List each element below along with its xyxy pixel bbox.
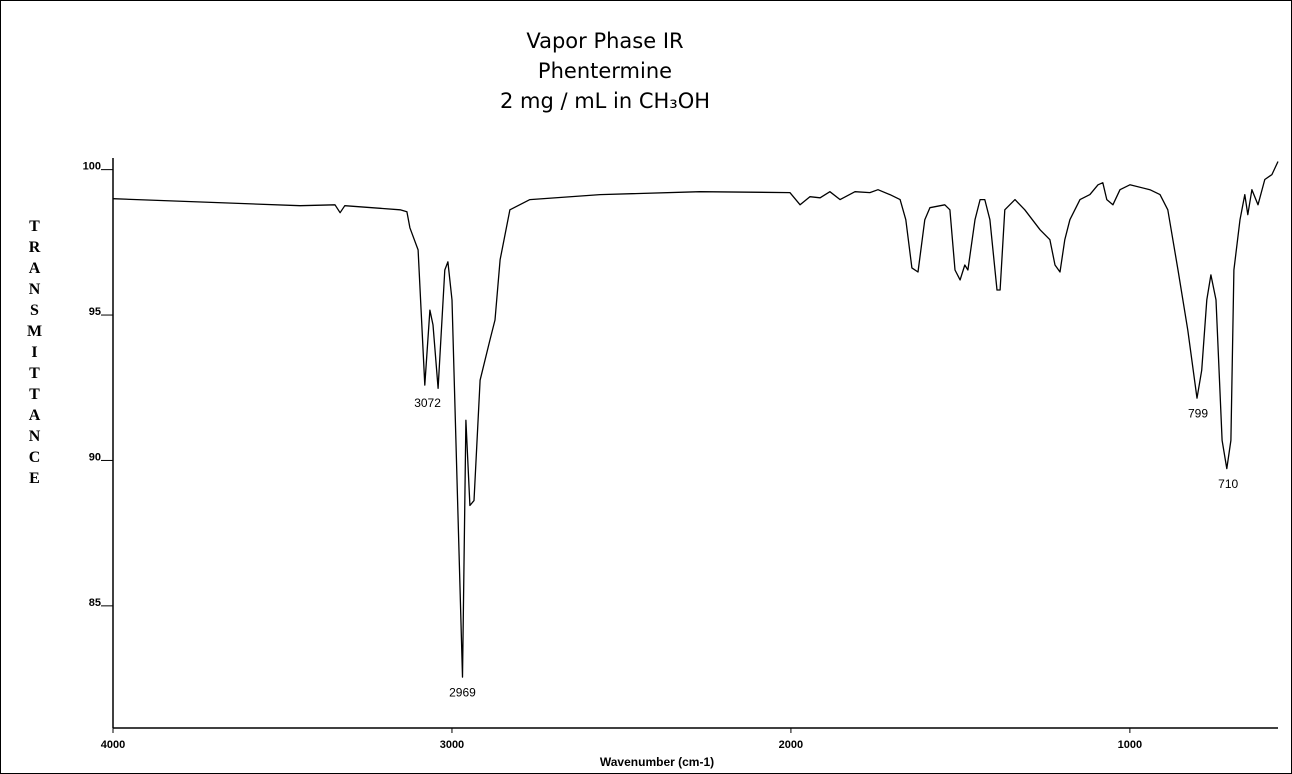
x-tick-label: 1000 xyxy=(1118,739,1142,751)
y-tick-label: 95 xyxy=(89,306,101,318)
spectrum-line xyxy=(112,161,1279,678)
peak-label: 710 xyxy=(1218,477,1238,491)
x-axis-label: Wavenumber (cm-1) xyxy=(600,755,714,769)
peak-label: 799 xyxy=(1188,406,1208,420)
peak-label: 3072 xyxy=(414,396,441,410)
chart-title: Vapor Phase IR xyxy=(526,29,683,53)
x-tick-label: 4000 xyxy=(101,739,125,751)
y-tick-label: 90 xyxy=(89,451,101,463)
y-tick-label: 85 xyxy=(89,597,101,609)
y-axis-label: TRANSMITTANCE xyxy=(26,218,43,491)
chart-subtitle: 2 mg / mL in CH₃OH xyxy=(500,89,710,113)
peak-label: 2969 xyxy=(449,685,476,699)
x-tick-label: 2000 xyxy=(779,739,803,751)
x-tick-label: 3000 xyxy=(440,739,464,751)
chart-subtitle: Phentermine xyxy=(538,59,672,83)
y-tick-label: 100 xyxy=(83,161,101,173)
